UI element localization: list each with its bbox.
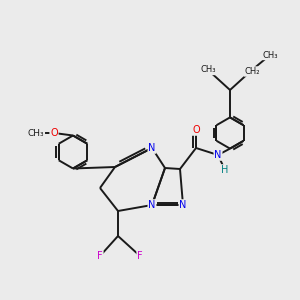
Text: CH₃: CH₃ (28, 128, 44, 137)
Text: N: N (148, 200, 156, 210)
Text: N: N (214, 150, 222, 160)
Text: N: N (179, 200, 187, 210)
Text: O: O (192, 125, 200, 135)
Text: CH₂: CH₂ (244, 67, 260, 76)
Text: N: N (148, 143, 156, 153)
Text: H: H (221, 165, 229, 175)
Text: O: O (50, 128, 58, 138)
Text: CH₃: CH₃ (262, 50, 278, 59)
Text: F: F (137, 251, 143, 261)
Text: CH₃: CH₃ (200, 65, 216, 74)
Text: F: F (97, 251, 103, 261)
